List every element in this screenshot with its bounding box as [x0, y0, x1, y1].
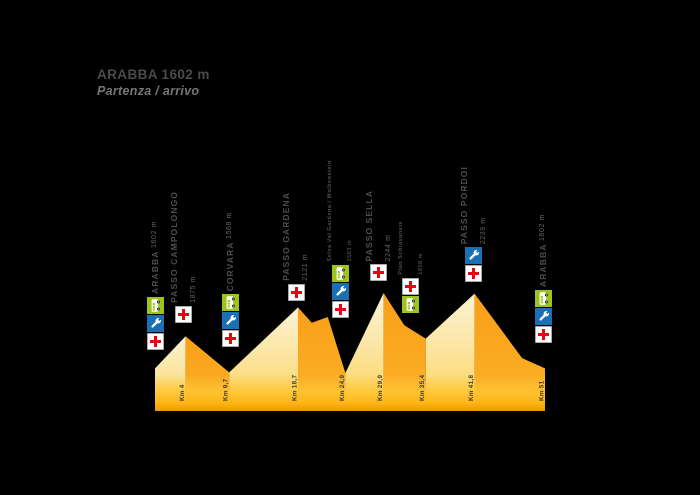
station-service-icons — [175, 306, 192, 323]
station-service-icons — [331, 265, 349, 318]
km-marker-label: Km 9,7 — [223, 378, 230, 401]
km-marker-label: Km 29,9 — [377, 375, 384, 401]
station-name: PASSO SELLA — [363, 189, 374, 261]
station-passo-campolongo: PASSO CAMPOLONGO 1875 m — [164, 191, 204, 323]
first-aid-cross-icon — [175, 306, 192, 323]
station-passo-sella: PASSO SELLA 2244 m — [359, 190, 399, 281]
station-selva-val-gardena-wolkenstein: Selva Val Gardena / Wolkenstein 1563 m — [320, 160, 360, 318]
station-altitude: 1875 m — [189, 276, 197, 303]
mechanic-wrench-icon — [534, 308, 552, 325]
station-label: Plan Schiavaneis 1856 m — [391, 221, 431, 275]
station-service-icons — [465, 247, 483, 282]
station-passo-gardena: PASSO GARDENA 2121 m — [276, 192, 316, 301]
km-marker-label: Km 51 — [539, 380, 546, 401]
station-altitude: 1563 m — [347, 240, 354, 262]
station-label: CORVARA 1568 m — [220, 212, 240, 291]
station-passo-pordoi: PASSO PORDOI 2239 m — [454, 166, 494, 282]
station-label: ARABBA 1602 m — [145, 221, 165, 294]
station-service-icons — [287, 284, 305, 301]
station-label: PASSO GARDENA 2121 m — [276, 192, 316, 281]
mechanic-wrench-icon — [465, 247, 483, 264]
station-name: Selva Val Gardena / Wolkenstein — [327, 160, 334, 262]
km-marker-label: Km 18,7 — [292, 375, 299, 401]
first-aid-cross-icon — [331, 301, 349, 318]
station-label: PASSO PORDOI 2239 m — [454, 166, 494, 244]
first-aid-cross-icon — [146, 333, 164, 350]
station-altitude: 1856 m — [417, 253, 424, 275]
first-aid-cross-icon — [221, 330, 239, 347]
km-marker-label: Km 35,4 — [419, 375, 426, 401]
station-name: CORVARA 1568 m — [225, 211, 236, 291]
km-marker-label: Km 4 — [179, 384, 186, 401]
shuttle-bus-icon — [331, 265, 349, 282]
station-corvara: CORVARA 1568 m — [220, 212, 240, 347]
station-label: Selva Val Gardena / Wolkenstein 1563 m — [320, 160, 360, 262]
station-name: Plan Schiavaneis — [397, 221, 404, 275]
page-subtitle: Partenza / arrivo — [97, 83, 200, 98]
station-name: ARABBA 1602 m — [150, 221, 160, 294]
first-aid-cross-icon — [287, 284, 305, 301]
station-service-icons — [402, 278, 420, 313]
shuttle-bus-icon — [221, 294, 239, 311]
mechanic-wrench-icon — [146, 315, 164, 332]
base-glow — [155, 375, 545, 411]
station-altitude: 2121 m — [302, 254, 309, 281]
station-arabba: ARABBA 1602 m — [533, 214, 553, 343]
station-label: ARABBA 1602 m — [533, 214, 553, 287]
mechanic-wrench-icon — [221, 312, 239, 329]
mechanic-wrench-icon — [331, 283, 349, 300]
first-aid-cross-icon — [402, 278, 420, 295]
first-aid-cross-icon — [370, 264, 387, 281]
station-plan-schiavaneis: Plan Schiavaneis 1856 m — [391, 221, 431, 313]
first-aid-cross-icon — [465, 265, 482, 282]
km-marker-label: Km 41,8 — [468, 375, 475, 401]
first-aid-cross-icon — [534, 326, 552, 343]
shuttle-bus-icon — [402, 296, 420, 313]
station-name: PASSO GARDENA — [281, 192, 291, 281]
station-name: PASSO PORDOI — [458, 165, 469, 244]
station-service-icons — [370, 264, 387, 281]
station-service-icons — [146, 297, 164, 350]
shuttle-bus-icon — [146, 297, 164, 314]
shuttle-bus-icon — [534, 290, 552, 307]
station-service-icons — [221, 294, 239, 347]
page-title: ARABBA 1602 m — [97, 67, 210, 82]
station-name: PASSO CAMPOLONGO — [168, 191, 179, 303]
station-name: ARABBA 1602 m — [538, 214, 548, 287]
header: ARABBA 1602 m Partenza / arrivo — [97, 67, 210, 100]
station-altitude: 2239 m — [479, 217, 487, 244]
station-label: PASSO CAMPOLONGO 1875 m — [164, 191, 204, 303]
km-marker-label: Km 24,9 — [339, 375, 346, 401]
station-arabba: ARABBA 1602 m — [145, 221, 165, 350]
station-service-icons — [534, 290, 552, 343]
